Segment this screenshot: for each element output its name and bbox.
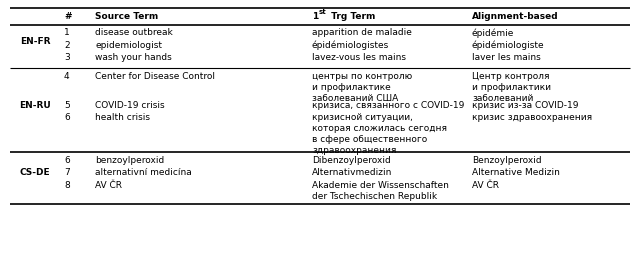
Text: laver les mains: laver les mains <box>472 53 541 62</box>
Text: Source Term: Source Term <box>95 12 158 21</box>
Text: Alternative Medizin: Alternative Medizin <box>472 168 560 177</box>
Text: Benzoylperoxid: Benzoylperoxid <box>472 156 541 165</box>
Text: Center for Disease Control: Center for Disease Control <box>95 72 215 81</box>
Text: кризис здравоохранения: кризис здравоохранения <box>472 113 592 122</box>
Text: disease outbreak: disease outbreak <box>95 28 173 37</box>
Text: 6: 6 <box>64 113 70 122</box>
Text: Trg Term: Trg Term <box>328 12 376 21</box>
Text: 8: 8 <box>64 181 70 189</box>
Text: EN-RU: EN-RU <box>19 101 51 110</box>
Text: benzoylperoxid: benzoylperoxid <box>95 156 164 165</box>
Text: кризиса, связанного с COVID-19: кризиса, связанного с COVID-19 <box>312 101 465 110</box>
Text: Dibenzoylperoxid: Dibenzoylperoxid <box>312 156 391 165</box>
Text: AV ČR: AV ČR <box>95 181 122 189</box>
Text: 4: 4 <box>64 72 70 81</box>
Text: кризисной ситуации,
которая сложилась сегодня
в сфере общественного
здравоохране: кризисной ситуации, которая сложилась се… <box>312 113 447 155</box>
Text: 5: 5 <box>64 101 70 110</box>
Text: 7: 7 <box>64 168 70 177</box>
Text: 1: 1 <box>64 28 70 37</box>
Text: epidemiologist: epidemiologist <box>95 40 162 50</box>
Text: alternativní medicína: alternativní medicína <box>95 168 192 177</box>
Text: #: # <box>64 12 72 21</box>
Text: 3: 3 <box>64 53 70 62</box>
Text: кризис из-за COVID-19: кризис из-за COVID-19 <box>472 101 579 110</box>
Text: wash your hands: wash your hands <box>95 53 172 62</box>
Text: COVID-19 crisis: COVID-19 crisis <box>95 101 164 110</box>
Text: st: st <box>319 10 327 15</box>
Text: AV ČR: AV ČR <box>472 181 499 189</box>
Text: Центр контроля
и профилактики
заболеваний: Центр контроля и профилактики заболевани… <box>472 72 551 103</box>
Text: EN-FR: EN-FR <box>20 37 51 46</box>
Text: Akademie der Wissenschaften
der Tschechischen Republik: Akademie der Wissenschaften der Tschechi… <box>312 181 449 201</box>
Text: épidémiologistes: épidémiologistes <box>312 40 389 50</box>
Text: Alternativmedizin: Alternativmedizin <box>312 168 392 177</box>
Text: CS-DE: CS-DE <box>20 168 51 177</box>
Text: épidémiologiste: épidémiologiste <box>472 40 545 50</box>
Text: центры по контролю
и профилактике
заболеваний США: центры по контролю и профилактике заболе… <box>312 72 412 103</box>
Text: health crisis: health crisis <box>95 113 150 122</box>
Text: 2: 2 <box>64 40 70 50</box>
Text: 6: 6 <box>64 156 70 165</box>
Text: 1: 1 <box>312 12 318 21</box>
Text: apparition de maladie: apparition de maladie <box>312 28 412 37</box>
Text: épidémie: épidémie <box>472 28 515 37</box>
Text: lavez-vous les mains: lavez-vous les mains <box>312 53 406 62</box>
Text: Alignment-based: Alignment-based <box>472 12 559 21</box>
